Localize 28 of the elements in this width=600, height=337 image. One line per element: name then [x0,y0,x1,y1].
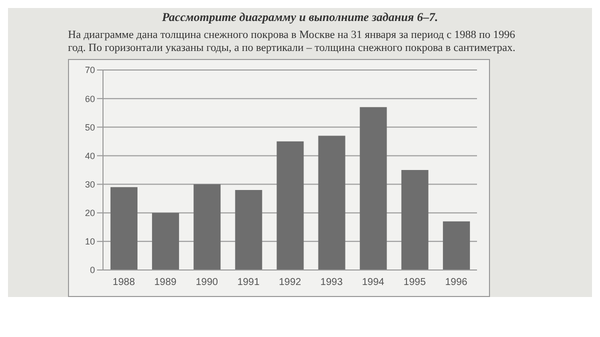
bar [152,212,180,270]
x-tick-label: 1989 [154,277,177,288]
x-tick-label: 1995 [404,277,426,288]
x-tick-label: 1991 [237,277,260,288]
bar [360,107,387,270]
y-tick-label: 70 [84,65,95,76]
x-tick-label: 1988 [112,277,136,288]
bar [318,136,346,270]
bar [276,141,304,270]
x-tick-label: 1994 [362,277,385,288]
chart-title: Рассмотрите диаграмму и выполните задания 6–7. [161,9,439,26]
x-tick-label: 1992 [278,277,302,288]
y-tick-label: 40 [84,150,95,161]
x-tick-label: 1993 [320,277,344,288]
y-tick-label: 20 [84,208,95,218]
x-tick-label: 1996 [445,277,468,288]
bar [194,184,221,270]
y-tick-label: 60 [84,94,95,104]
y-tick-label: 50 [84,122,95,132]
y-tick-label: 30 [84,179,95,190]
y-tick-label: 0 [90,265,95,276]
chart-subtitle: На диаграмме дана толщина снежного покрова в Москве на 31 января за период с 1988 по 1996 год. По горизонтали указаны годы, а по вертикали – толщина снежного покрова в сантиметрах. [67,28,516,56]
bar [235,190,262,270]
bar [442,221,470,270]
x-tick-label: 1990 [196,277,218,288]
bar [110,187,138,270]
bar [401,170,428,270]
y-tick-label: 10 [84,236,95,247]
